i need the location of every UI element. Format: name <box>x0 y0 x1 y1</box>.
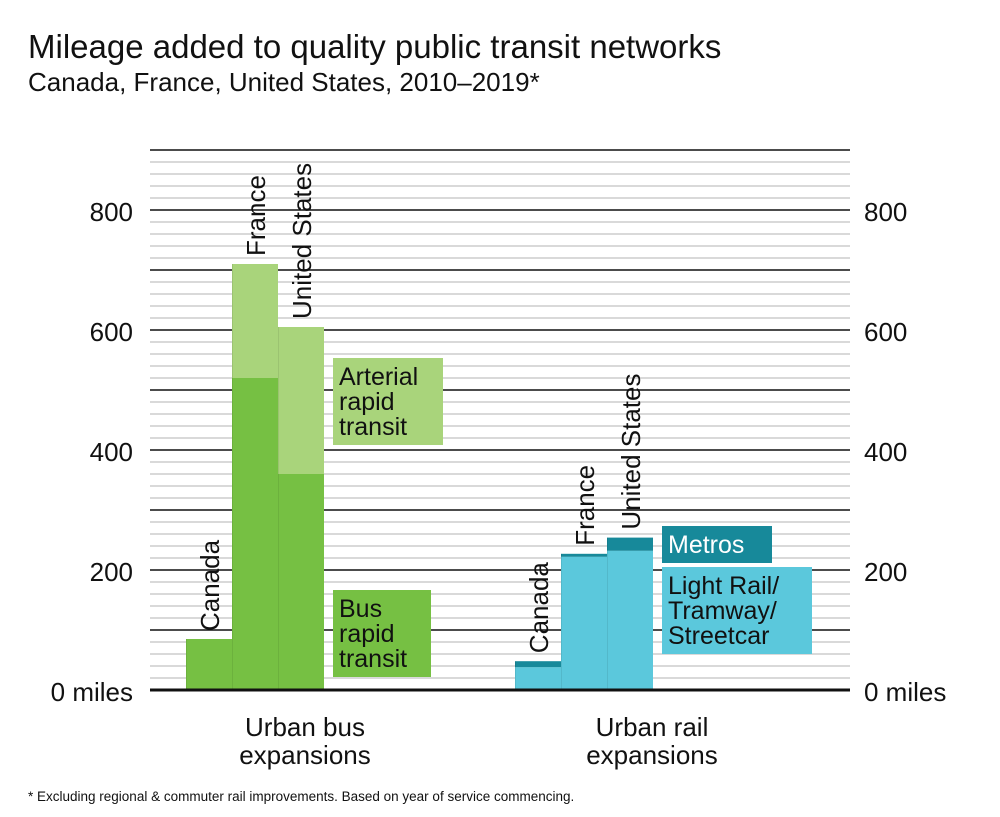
series-label: Arterial <box>339 363 418 391</box>
bar-category-label: Canada <box>195 539 225 631</box>
bar-category-label: Canada <box>524 562 554 654</box>
y-tick-label-left: 600 <box>90 317 133 347</box>
chart-title: Mileage added to quality public transit … <box>28 28 722 65</box>
series-label-box <box>662 567 812 654</box>
bar-segment <box>607 550 653 690</box>
series-label: transit <box>339 413 407 441</box>
bar-segment <box>278 327 324 474</box>
series-label: Tramway/ <box>668 597 777 625</box>
bar-segment <box>232 264 278 378</box>
series-label: Bus <box>339 595 382 623</box>
y-tick-label-right: 800 <box>864 197 907 227</box>
group-axis-label: Urban rail <box>596 712 709 742</box>
bar-category-label: France <box>570 465 600 546</box>
series-label: rapid <box>339 620 395 648</box>
series-label-box <box>333 590 431 677</box>
series-label-box <box>333 358 443 445</box>
group-axis-label: Urban bus <box>245 712 365 742</box>
y-tick-label-left: 400 <box>90 437 133 467</box>
chart-subtitle: Canada, France, United States, 2010–2019… <box>28 67 540 97</box>
bar-separator <box>561 553 562 690</box>
bar-segment <box>561 553 607 557</box>
y-tick-label-left: 200 <box>90 557 133 587</box>
y-tick-label-left: 800 <box>90 197 133 227</box>
bar-segment <box>561 556 607 690</box>
bar-segment <box>278 474 324 690</box>
bar-separator <box>186 639 187 690</box>
y-tick-label-left: 0 miles <box>51 677 133 707</box>
y-tick-label-right: 600 <box>864 317 907 347</box>
bar-category-label: United States <box>287 163 317 319</box>
bar-segment <box>607 537 653 551</box>
series-label-box <box>662 526 772 563</box>
y-tick-label-right: 400 <box>864 437 907 467</box>
y-tick-label-right: 200 <box>864 557 907 587</box>
bar-category-label: United States <box>616 374 646 530</box>
series-label: rapid <box>339 388 395 416</box>
bar-separator <box>278 327 279 690</box>
chart-footnote: * Excluding regional & commuter rail imp… <box>28 789 575 804</box>
group-axis-label: expansions <box>586 740 718 770</box>
series-label: Metros <box>668 531 744 559</box>
series-label: transit <box>339 645 407 673</box>
series-label: Streetcar <box>668 622 769 650</box>
bar-category-label: France <box>241 175 271 256</box>
bar-separator <box>232 264 233 690</box>
bar-separator <box>515 661 516 690</box>
bar-segment <box>186 639 232 690</box>
y-tick-label-right: 0 miles <box>864 677 946 707</box>
group-axis-label: expansions <box>239 740 371 770</box>
bar-segment <box>515 661 561 668</box>
bar-segment <box>232 378 278 690</box>
series-label: Light Rail/ <box>668 572 779 600</box>
bar-segment <box>515 667 561 690</box>
bar-separator <box>607 537 608 690</box>
